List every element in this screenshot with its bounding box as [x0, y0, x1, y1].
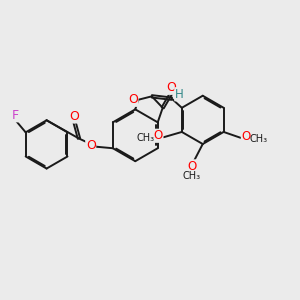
Text: O: O — [154, 129, 163, 142]
Text: O: O — [167, 81, 176, 94]
Text: CH₃: CH₃ — [250, 134, 268, 144]
Text: O: O — [242, 130, 250, 143]
Text: CH₃: CH₃ — [136, 134, 155, 143]
Text: O: O — [69, 110, 79, 123]
Text: O: O — [187, 160, 196, 173]
Text: H: H — [175, 88, 184, 101]
Text: F: F — [12, 109, 19, 122]
Text: O: O — [128, 93, 138, 106]
Text: CH₃: CH₃ — [182, 171, 201, 182]
Text: O: O — [86, 139, 96, 152]
